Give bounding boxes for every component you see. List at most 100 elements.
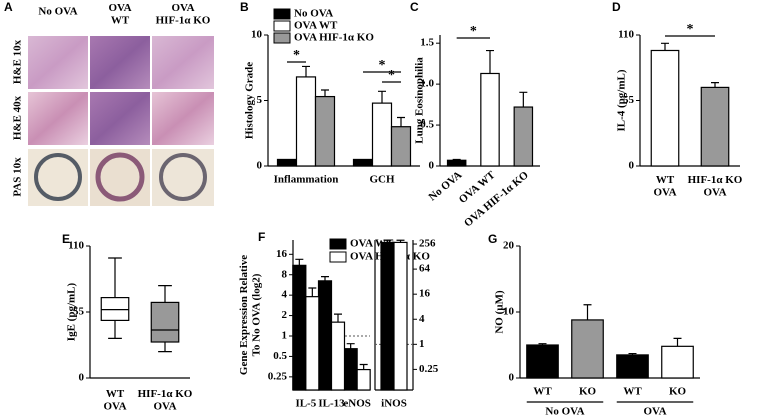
- bar: [661, 345, 694, 379]
- y-tick-label: 0: [429, 160, 435, 172]
- error-bar: [302, 65, 310, 77]
- legend-label: OVA HIF-1α KO: [294, 32, 374, 44]
- y-tick-label: 1.0: [420, 78, 434, 90]
- bar: [343, 348, 358, 391]
- panel-letter: A: [4, 0, 13, 14]
- bar: [371, 102, 393, 167]
- legend-swatch: [273, 20, 291, 32]
- error-bar: [396, 239, 405, 243]
- y-axis-label: Lung Eosinophilia: [414, 57, 426, 144]
- y-tick-label: 1.5: [420, 37, 434, 49]
- micrograph: [90, 36, 150, 89]
- y-axis-label: IgE (pg/mL): [66, 282, 78, 341]
- error-bar: [628, 352, 637, 355]
- error-bar: [295, 258, 304, 266]
- y-axis-label: Gene Expression RelativeTo No OVA (log2): [238, 255, 263, 375]
- panel-a-images: [28, 36, 214, 206]
- panel-letter: B: [240, 0, 249, 14]
- error-bar: [711, 82, 719, 88]
- row-label: H&E 40x: [12, 95, 24, 140]
- y-tick-label: 4: [419, 313, 425, 325]
- error-bar: [452, 158, 461, 161]
- column-header: OVA WT: [108, 2, 131, 27]
- bar: [393, 241, 408, 391]
- error-bar: [321, 89, 329, 97]
- bar: [616, 354, 649, 379]
- bar: [526, 344, 559, 379]
- bar: [700, 86, 730, 167]
- airway: [34, 153, 82, 201]
- x-tick-label: KO: [669, 386, 687, 398]
- column-header: OVA HIF-1α KO: [156, 2, 211, 27]
- significance-star: *: [470, 24, 477, 39]
- error-bar: [519, 91, 528, 108]
- error-bar: [486, 49, 494, 74]
- x-tick-label: WT OVA: [103, 388, 126, 413]
- bar: [292, 264, 307, 391]
- significance-star: *: [388, 68, 395, 83]
- y-tick-label: 8: [282, 268, 288, 280]
- panel-letter: D: [612, 0, 621, 14]
- error-bar: [583, 304, 592, 320]
- airway: [95, 152, 145, 202]
- significance-star: *: [379, 58, 386, 73]
- bar: [446, 159, 467, 167]
- legend-swatch: [329, 251, 347, 263]
- x-tick-label: eNOS: [343, 398, 371, 410]
- error-bar: [383, 239, 392, 243]
- significance-star: *: [293, 48, 300, 63]
- y-tick-label: 0.5: [273, 350, 287, 362]
- micrograph: [152, 92, 214, 145]
- box: [150, 301, 180, 343]
- legend-label: No OVA: [294, 8, 333, 20]
- y-tick-label: 0.25: [419, 363, 439, 375]
- error-bar: [673, 337, 682, 347]
- x-tick-label: IL-5: [295, 398, 316, 410]
- significance-star: *: [687, 22, 694, 37]
- bar: [276, 158, 298, 167]
- y-tick-label: 4: [282, 289, 288, 301]
- y-tick-label: 0: [79, 372, 85, 384]
- legend-label: OVA WT: [294, 20, 338, 32]
- y-tick-label: 55: [73, 306, 85, 318]
- panel-letter: C: [410, 0, 419, 14]
- y-tick-label: 10: [251, 29, 263, 41]
- y-tick-label: 64: [419, 263, 431, 275]
- y-tick-label: 2: [282, 309, 288, 321]
- x-tick-label: HIF-1α KO OVA: [688, 174, 743, 199]
- y-axis-label: Histology Grade: [244, 62, 256, 139]
- micrograph: [152, 36, 214, 89]
- error-bar: [346, 343, 355, 349]
- y-axis-label: NO (µM): [494, 290, 506, 334]
- x-tick-label: WT: [533, 386, 552, 398]
- error-bar: [397, 116, 405, 127]
- bar: [380, 241, 395, 391]
- error-bar: [308, 287, 317, 297]
- legend-swatch: [329, 238, 347, 250]
- bar: [650, 49, 680, 167]
- y-tick-label: 0: [629, 160, 635, 172]
- error-bar: [359, 363, 368, 370]
- x-tick-label: HIF-1α KO OVA: [138, 388, 193, 413]
- y-tick-label: 1: [419, 338, 425, 350]
- y-tick-label: 0.5: [420, 119, 434, 131]
- y-tick-label: 5: [257, 94, 263, 106]
- x-tick-label: KO: [579, 386, 597, 398]
- error-bar: [378, 90, 386, 104]
- bar: [390, 126, 412, 167]
- bar: [356, 368, 371, 391]
- y-tick-label: 1: [282, 330, 288, 342]
- bar: [330, 321, 346, 391]
- bar: [314, 95, 336, 167]
- bar: [480, 72, 500, 167]
- y-tick-label: 256: [419, 238, 436, 250]
- x-tick-label: IL-13: [318, 398, 345, 410]
- row-label: PAS 10x: [12, 157, 24, 197]
- error-bar: [321, 276, 329, 281]
- column-header: No OVA: [38, 6, 77, 18]
- y-tick-label: 10: [503, 306, 515, 318]
- micrograph: [28, 36, 88, 89]
- bar: [295, 76, 317, 167]
- micrograph: [28, 92, 88, 145]
